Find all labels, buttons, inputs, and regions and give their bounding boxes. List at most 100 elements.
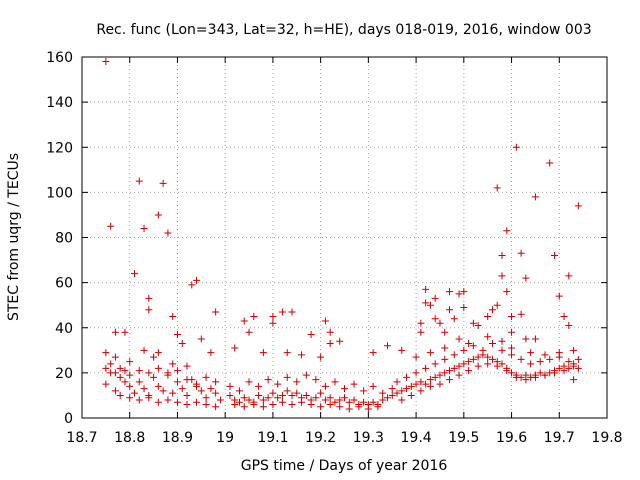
y-axis-label: STEC from uqrg / TECUs: [6, 153, 22, 321]
data-point: [546, 159, 554, 167]
data-point: [498, 272, 506, 280]
data-point: [551, 252, 558, 260]
data-point: [379, 396, 387, 404]
data-point: [102, 58, 110, 66]
data-point: [197, 335, 205, 343]
data-point: [274, 394, 282, 402]
y-tick-label: 60: [55, 276, 73, 292]
data-point: [417, 319, 425, 327]
data-point: [398, 387, 406, 395]
data-point: [522, 274, 530, 282]
data-point: [173, 367, 181, 375]
data-point: [431, 373, 439, 381]
data-point: [154, 398, 162, 406]
data-point: [164, 229, 172, 237]
data-point: [531, 373, 539, 381]
data-point: [283, 349, 291, 357]
data-point: [388, 385, 396, 393]
data-point: [326, 394, 334, 402]
data-point: [570, 360, 578, 368]
data-point: [498, 360, 506, 368]
data-point: [140, 346, 148, 354]
data-point: [236, 398, 243, 406]
data-point: [565, 321, 573, 329]
x-tick-label: 19.2: [305, 430, 336, 446]
data-point: [422, 380, 430, 388]
data-point: [164, 371, 172, 379]
data-point: [517, 249, 525, 257]
data-point: [212, 308, 220, 316]
data-point: [407, 391, 415, 399]
data-point: [527, 360, 535, 368]
data-point: [102, 364, 110, 372]
data-point: [169, 389, 177, 397]
x-tick-label: 19.3: [353, 430, 384, 446]
data-point: [212, 389, 220, 397]
data-point: [465, 358, 473, 366]
data-point: [307, 331, 315, 339]
data-point: [403, 385, 411, 393]
axis-ticks: 18.7 18.8 18.9 19 19.1 19.2 19.3 19.4 19.5 19.6 19…: [46, 50, 622, 446]
data-point: [331, 378, 339, 386]
data-point: [307, 400, 315, 408]
data-point: [131, 389, 138, 397]
data-point: [321, 382, 329, 390]
data-point: [183, 376, 191, 384]
data-point: [317, 353, 325, 361]
y-tick-label: 100: [46, 185, 73, 201]
data-point: [197, 387, 205, 395]
data-point: [278, 398, 286, 406]
data-point: [527, 349, 535, 357]
data-point: [546, 355, 554, 363]
data-point: [111, 353, 119, 361]
data-point: [484, 312, 492, 320]
data-point: [488, 355, 496, 363]
data-point: [441, 344, 449, 352]
data-point: [145, 294, 153, 302]
data-point: [331, 398, 339, 406]
data-point: [116, 373, 124, 381]
data-point: [116, 391, 124, 399]
data-point: [173, 398, 181, 406]
data-point: [536, 369, 544, 377]
data-point: [465, 367, 473, 375]
data-point: [436, 371, 444, 379]
data-point: [269, 400, 277, 408]
data-point: [465, 340, 473, 348]
data-point: [446, 306, 453, 314]
data-point: [360, 387, 368, 395]
data-point: [154, 382, 162, 390]
data-point: [288, 400, 296, 408]
data-point: [574, 364, 582, 372]
data-point: [512, 373, 520, 381]
data-point: [479, 346, 487, 354]
data-point: [541, 351, 549, 359]
data-point: [450, 315, 458, 323]
data-point: [455, 290, 463, 298]
data-point: [264, 376, 272, 384]
data-point: [193, 380, 201, 388]
data-point: [503, 227, 511, 235]
data-point: [446, 376, 453, 384]
data-point: [455, 371, 463, 379]
data-point: [555, 364, 563, 372]
data-point: [517, 355, 525, 363]
data-point: [178, 340, 186, 348]
data-point: [422, 285, 430, 293]
data-point: [488, 340, 496, 348]
data-point: [140, 224, 148, 232]
x-axis-label: GPS time / Days of year 2016: [241, 458, 448, 474]
data-point: [183, 391, 191, 399]
data-point: [551, 369, 558, 377]
data-point: [341, 385, 348, 393]
data-point: [298, 398, 306, 406]
data-point: [436, 319, 444, 327]
data-point: [426, 349, 434, 357]
data-point: [574, 355, 582, 363]
data-point: [326, 340, 334, 348]
data-point: [398, 346, 406, 354]
data-point: [145, 394, 153, 402]
data-point: [407, 382, 415, 390]
data-point: [245, 378, 253, 386]
data-point: [522, 376, 530, 384]
